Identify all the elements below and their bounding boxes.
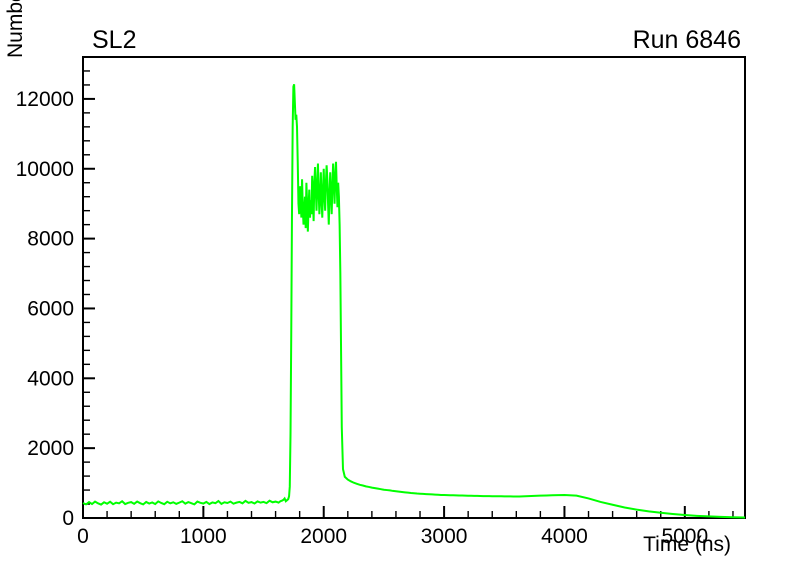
svg-text:5000: 5000 xyxy=(661,525,708,548)
svg-text:10000: 10000 xyxy=(16,158,74,181)
pad-title-right: Run 6846 xyxy=(632,26,741,54)
x-axis-tick-labels: 0 1000 2000 3000 4000 5000 xyxy=(77,525,708,548)
pad-title-left: SL2 xyxy=(92,26,137,54)
svg-text:0: 0 xyxy=(62,507,74,530)
x-axis-title: Time (ns) xyxy=(643,533,731,556)
svg-text:0: 0 xyxy=(77,525,89,548)
svg-text:2000: 2000 xyxy=(27,437,74,460)
svg-text:4000: 4000 xyxy=(27,367,74,390)
x-axis-ticks xyxy=(82,506,734,518)
data-series-line xyxy=(82,83,746,519)
svg-text:1000: 1000 xyxy=(180,525,227,548)
y-axis-ticks xyxy=(83,56,95,519)
svg-text:8000: 8000 xyxy=(27,228,74,251)
svg-text:3000: 3000 xyxy=(421,525,468,548)
svg-text:2000: 2000 xyxy=(300,525,347,548)
y-axis-title: Number of digis xyxy=(4,0,27,58)
svg-text:12000: 12000 xyxy=(16,88,74,111)
y-axis-tick-labels: 0 2000 4000 6000 8000 10000 12000 xyxy=(16,88,74,530)
svg-text:6000: 6000 xyxy=(27,297,74,320)
svg-text:4000: 4000 xyxy=(541,525,588,548)
plot-frame xyxy=(82,56,746,519)
